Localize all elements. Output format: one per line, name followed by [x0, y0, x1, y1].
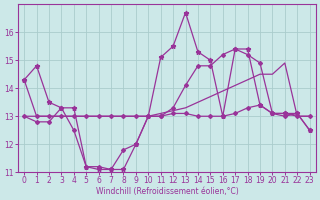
X-axis label: Windchill (Refroidissement éolien,°C): Windchill (Refroidissement éolien,°C): [96, 187, 238, 196]
